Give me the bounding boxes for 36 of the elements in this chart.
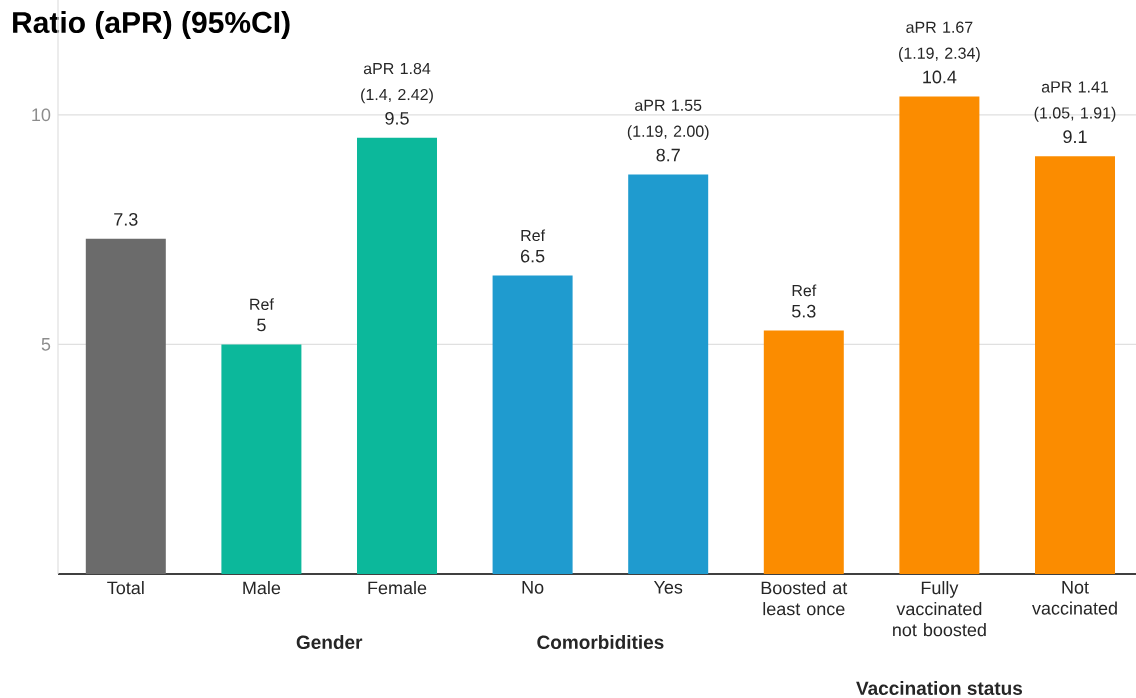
bar <box>221 344 302 575</box>
x-tick-label: Not vaccinated <box>1032 581 1117 615</box>
data-label: 6.5 <box>521 249 545 263</box>
data-label: 9.1 <box>1063 130 1087 144</box>
data-label: 8.7 <box>656 148 680 162</box>
x-tick-label: Boosted at least once <box>761 581 848 616</box>
bar <box>492 275 573 575</box>
annotation: aPR 1.84 (1.4, 2.42) <box>361 62 433 104</box>
bar <box>1035 156 1115 575</box>
text: Gender <box>296 635 363 650</box>
bar <box>85 238 166 575</box>
data-label: 10.4 <box>923 70 957 84</box>
annotation: aPR 1.67 (1.19, 2.34) <box>899 21 980 63</box>
y-tick-label: 10 <box>32 108 51 122</box>
data-label: 7.3 <box>114 212 138 226</box>
x-tick-label: Female <box>368 581 427 595</box>
x-tick-label: Total <box>107 581 144 595</box>
bar <box>899 96 980 575</box>
x-tick-label: Male <box>243 581 281 595</box>
bar <box>357 137 437 575</box>
x-tick-label: No <box>522 581 544 594</box>
annotation: aPR 1.55 (1.19, 2.00) <box>627 99 709 141</box>
text: Vaccination status <box>856 681 1023 696</box>
annotation: Ref <box>521 229 546 242</box>
data-label: 5.3 <box>792 304 816 318</box>
chart-title: Ratio (aPR) (95%CI) <box>13 11 290 40</box>
text: Comorbidities <box>537 635 664 650</box>
annotation: Ref <box>792 284 817 297</box>
annotation: Ref <box>250 298 274 310</box>
bar <box>628 174 709 575</box>
data-label: 5 <box>257 318 266 332</box>
x-tick-label: Fully vaccinated not boosted <box>893 581 986 637</box>
annotation: aPR 1.41 (1.05, 1.91) <box>1034 81 1116 122</box>
bar <box>763 330 844 575</box>
data-label: 9.5 <box>385 111 409 125</box>
x-tick-label: Yes <box>653 581 683 594</box>
